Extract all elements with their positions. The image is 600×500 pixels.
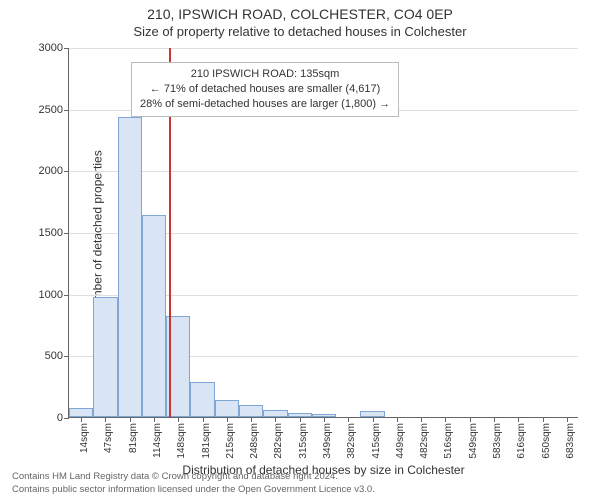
x-tick-label: 81sqm [128,423,139,453]
reference-callout-line: 28% of semi-detached houses are larger (… [140,97,390,112]
footer-line-1: Contains HM Land Registry data © Crown c… [12,471,375,483]
x-tick-mark [81,417,82,422]
x-tick-mark [130,417,131,422]
bar [142,215,166,417]
x-tick-mark [494,417,495,422]
page-title: 210, IPSWICH ROAD, COLCHESTER, CO4 0EP [0,6,600,22]
x-tick-mark [445,417,446,422]
x-tick-mark [154,417,155,422]
x-tick-label: 248sqm [249,423,260,459]
x-tick-label: 683sqm [565,423,576,459]
x-tick-label: 583sqm [492,423,503,459]
x-tick-mark [518,417,519,422]
x-tick-mark [227,417,228,422]
y-tick-mark [64,233,69,234]
x-tick-mark [275,417,276,422]
x-tick-mark [178,417,179,422]
x-tick-mark [421,417,422,422]
x-tick-label: 148sqm [176,423,187,459]
x-tick-label: 282sqm [273,423,284,459]
gridline [69,171,578,172]
reference-callout-line: ← 71% of detached houses are smaller (4,… [140,82,390,97]
x-tick-label: 616sqm [516,423,527,459]
x-tick-mark [348,417,349,422]
y-tick-mark [64,356,69,357]
x-tick-label: 449sqm [395,423,406,459]
y-tick-mark [64,110,69,111]
bar [239,405,263,417]
bar [93,297,117,417]
x-tick-label: 47sqm [103,423,114,453]
x-tick-mark [251,417,252,422]
histogram-chart: Number of detached properties Distributi… [68,48,578,418]
y-tick-mark [64,48,69,49]
y-tick-mark [64,171,69,172]
y-tick-mark [64,295,69,296]
reference-callout-line: 210 IPSWICH ROAD: 135sqm [140,67,390,82]
x-tick-mark [373,417,374,422]
x-tick-mark [567,417,568,422]
page-subtitle: Size of property relative to detached ho… [0,24,600,39]
x-tick-mark [543,417,544,422]
footer-line-2: Contains public sector information licen… [12,484,375,496]
x-tick-label: 415sqm [371,423,382,459]
x-tick-mark [397,417,398,422]
y-tick-mark [64,418,69,419]
x-tick-mark [105,417,106,422]
x-tick-label: 549sqm [468,423,479,459]
bar [190,382,214,417]
x-tick-label: 14sqm [79,423,90,453]
x-tick-mark [470,417,471,422]
x-tick-mark [324,417,325,422]
reference-callout: 210 IPSWICH ROAD: 135sqm← 71% of detache… [131,62,399,117]
x-tick-label: 181sqm [201,423,212,459]
x-tick-label: 315sqm [298,423,309,459]
x-tick-label: 482sqm [419,423,430,459]
x-tick-label: 215sqm [225,423,236,459]
bar [215,400,239,417]
x-tick-mark [203,417,204,422]
gridline [69,48,578,49]
attribution-footer: Contains HM Land Registry data © Crown c… [12,471,375,496]
bar [263,410,287,417]
bar [118,117,142,417]
x-tick-label: 650sqm [541,423,552,459]
x-tick-label: 349sqm [322,423,333,459]
x-tick-label: 114sqm [152,423,163,458]
x-tick-label: 382sqm [346,423,357,459]
bar [69,408,93,417]
x-tick-mark [300,417,301,422]
x-tick-label: 516sqm [443,423,454,459]
